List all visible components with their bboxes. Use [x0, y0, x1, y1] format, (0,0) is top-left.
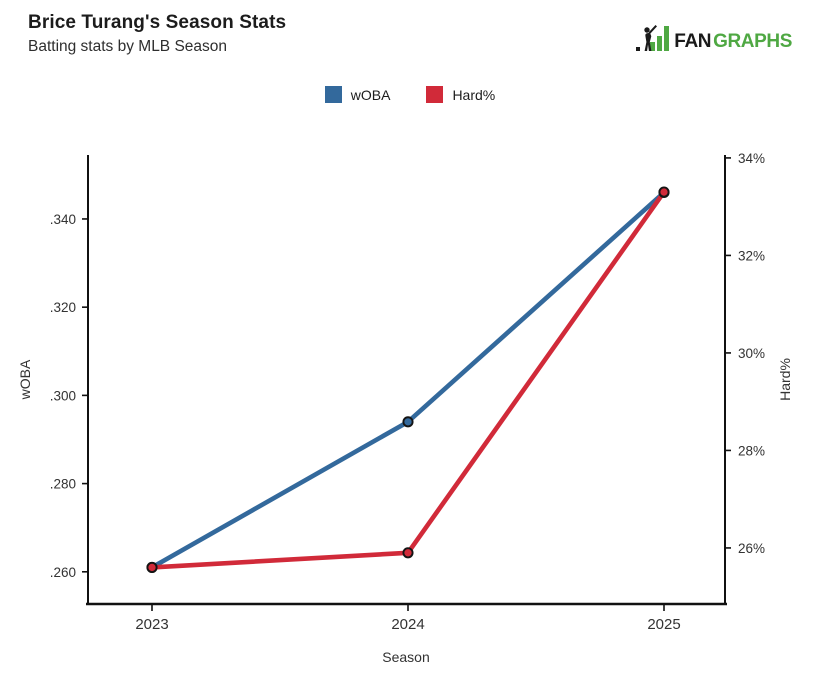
- series-line-woba[interactable]: [149, 190, 667, 570]
- logo-text-graphs: GRAPHS: [713, 31, 792, 52]
- series-line-hard-pct[interactable]: [149, 189, 667, 570]
- right-axis-title: Hard%: [777, 358, 793, 401]
- x-axis-tick-label: 2025: [647, 616, 680, 633]
- batter-icon: [644, 25, 658, 51]
- data-point-woba-2024[interactable]: [402, 416, 414, 428]
- logo-dot: [636, 47, 641, 51]
- left-axis-tick-label: .300: [50, 388, 76, 403]
- chart-header: Brice Turang's Season Stats Batting stat…: [28, 12, 286, 56]
- page-title: Brice Turang's Season Stats: [28, 12, 287, 33]
- right-axis-tick-label: 30%: [738, 346, 765, 361]
- right-axis-tick-label: 26%: [738, 541, 765, 556]
- right-axis-tick-label: 32%: [738, 248, 765, 263]
- legend-label-hard-pct: Hard%: [452, 86, 496, 103]
- x-axis-title: Season: [382, 649, 429, 665]
- page-subtitle: Batting stats by MLB Season: [28, 38, 228, 55]
- left-axis-tick-label: .320: [50, 300, 76, 315]
- logo-bar-small: [650, 42, 656, 51]
- legend-swatch-hard-pct: [426, 86, 444, 103]
- data-point-hard-pct-2023[interactable]: [146, 561, 158, 573]
- season-stats-chart: .260 .280 .300 .320 .340 26% 28% 30% 32% 34% 2023 2…: [17, 151, 793, 665]
- logo-bar-medium: [657, 36, 663, 51]
- x-axis-tick-label: 2024: [391, 616, 424, 633]
- legend-item-woba[interactable]: wOBA: [324, 86, 391, 103]
- left-axis-tick-label: .260: [50, 565, 76, 580]
- chart-legend: wOBA Hard%: [0, 86, 820, 103]
- data-point-hard-pct-2025[interactable]: [658, 186, 670, 198]
- legend-item-hard-pct[interactable]: Hard%: [426, 86, 495, 103]
- left-axis-tick-label: .340: [50, 212, 76, 227]
- left-axis-tick-label: .280: [50, 477, 76, 492]
- fangraphs-logo-mark: [636, 25, 670, 51]
- legend-swatch-woba: [324, 86, 342, 103]
- fangraphs-logo[interactable]: FAN GRAPHS: [636, 24, 792, 51]
- logo-bar-tall: [664, 26, 670, 51]
- left-axis-title: wOBA: [17, 359, 33, 400]
- data-point-hard-pct-2024[interactable]: [402, 547, 414, 559]
- legend-label-woba: wOBA: [350, 86, 391, 103]
- logo-text-fan: FAN: [674, 31, 712, 52]
- x-axis-tick-label: 2023: [135, 616, 168, 633]
- right-axis-tick-label: 28%: [738, 443, 765, 458]
- right-axis-tick-label: 34%: [738, 151, 765, 166]
